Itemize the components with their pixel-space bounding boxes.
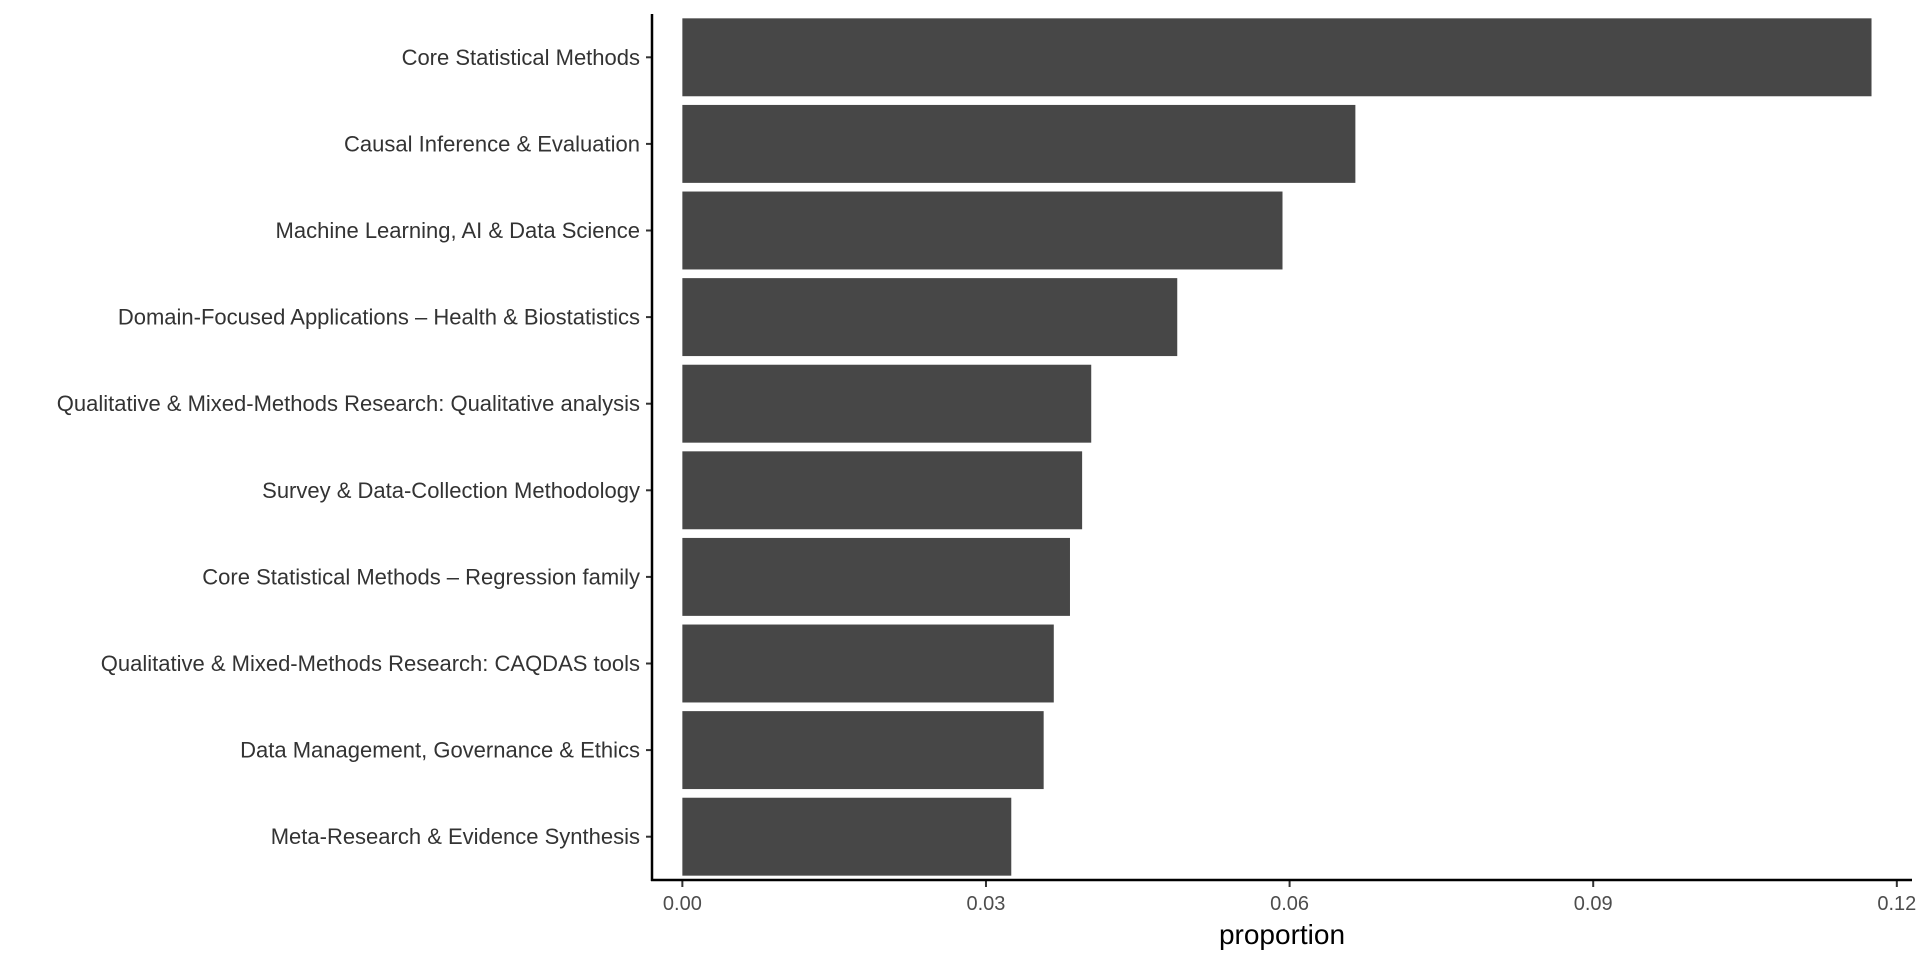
category-label: Machine Learning, AI & Data Science	[276, 218, 640, 243]
category-label: Domain-Focused Applications – Health & B…	[118, 305, 640, 330]
x-tick-label: 0.00	[663, 893, 702, 915]
x-tick-label: 0.06	[1270, 893, 1309, 915]
bar	[682, 278, 1178, 357]
bar	[682, 104, 1356, 183]
x-tick-label: 0.03	[967, 893, 1006, 915]
category-label: Causal Inference & Evaluation	[344, 131, 640, 156]
category-labels: Core Statistical Methods Causal Inference…	[57, 45, 652, 849]
bar	[682, 797, 1012, 876]
x-tick-label: 0.12	[1877, 893, 1916, 915]
bar	[682, 191, 1283, 270]
bar	[682, 364, 1092, 443]
bars-layer	[682, 18, 1872, 876]
category-label: Qualitative & Mixed-Methods Research: CA…	[101, 651, 640, 676]
category-label: Survey & Data-Collection Methodology	[262, 478, 640, 503]
x-axis-title: proportion	[1219, 919, 1345, 950]
bar	[682, 451, 1083, 530]
category-label: Core Statistical Methods – Regression fa…	[202, 564, 640, 589]
category-label: Qualitative & Mixed-Methods Research: Qu…	[57, 391, 640, 416]
category-label: Data Management, Governance & Ethics	[240, 738, 640, 763]
bar	[682, 711, 1044, 790]
bar	[682, 18, 1872, 97]
x-tick-label: 0.09	[1574, 893, 1613, 915]
bar	[682, 537, 1070, 616]
category-label: Meta-Research & Evidence Synthesis	[271, 824, 640, 849]
bar	[682, 624, 1054, 703]
category-label: Core Statistical Methods	[402, 45, 640, 70]
x-axis-ticks: 0.00 0.03 0.06 0.09 0.12	[663, 880, 1916, 915]
